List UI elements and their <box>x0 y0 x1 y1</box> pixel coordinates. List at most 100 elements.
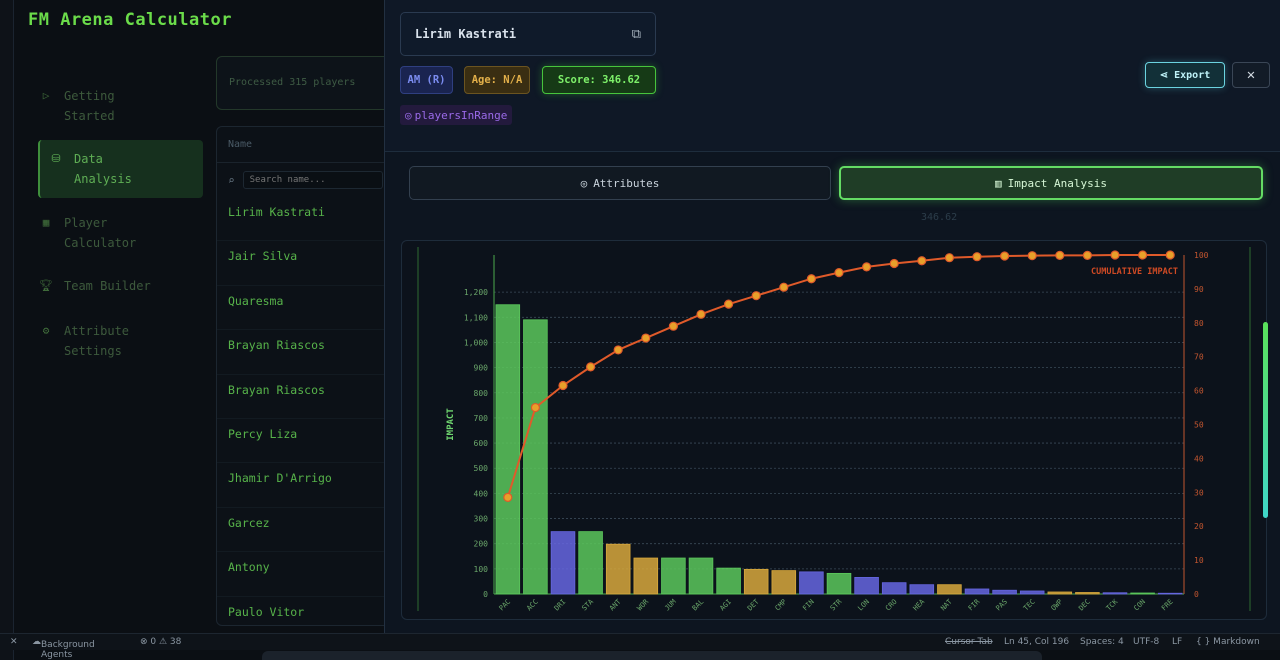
cumulative-point <box>668 321 678 331</box>
x-tick-label: HEA <box>912 597 927 612</box>
bar <box>743 568 769 595</box>
sidebar-item-label: Getting Started <box>64 89 115 123</box>
status-bar: ✕ ☁ Background Agents ⊗ 0 ⚠ 38 Cursor Ta… <box>0 633 1280 660</box>
y2-tick-label: 70 <box>1194 353 1204 362</box>
bar <box>688 557 714 595</box>
bar <box>495 304 521 595</box>
tab-label: Attributes <box>593 176 660 190</box>
bar <box>909 584 935 595</box>
ghost-score: 346.62 <box>921 212 958 223</box>
series-label: CUMULATIVE IMPACT <box>1091 267 1178 277</box>
sidebar-item-getting-started[interactable]: ▷ Getting Started <box>38 86 203 126</box>
y-tick-label: 0 <box>483 590 488 599</box>
gear-icon: ⚙ <box>42 324 50 337</box>
player-list: Name ⌕ Lirim Kastrati Jair Silva Quaresm… <box>216 126 396 626</box>
panel-header: Lirim Kastrati ⧉ AM (R) Age: N/A Score: … <box>385 0 1280 152</box>
list-item[interactable]: Jair Silva <box>217 241 395 286</box>
close-icon[interactable]: ✕ <box>10 637 18 647</box>
range-tag-label: playersInRange <box>414 108 508 122</box>
problems-count[interactable]: ⊗ 0 ⚠ 38 <box>140 637 182 647</box>
line-ending[interactable]: LF <box>1172 637 1183 647</box>
bar <box>1019 590 1045 595</box>
search-icon: ⌕ <box>228 173 235 187</box>
y-tick-label: 600 <box>474 439 489 448</box>
cumulative-point <box>530 402 540 413</box>
cumulative-point <box>558 380 568 391</box>
play-icon: ▷ <box>42 89 50 102</box>
list-item[interactable]: Quaresma <box>217 286 395 331</box>
list-item[interactable]: Lirim Kastrati <box>217 197 395 242</box>
search-row: ⌕ <box>217 163 395 197</box>
y-tick-label: 1,000 <box>464 338 488 347</box>
language-mode[interactable]: { } Markdown <box>1196 637 1260 647</box>
y2-tick-label: 80 <box>1194 319 1204 328</box>
target-icon: ◎ <box>580 176 588 190</box>
sidebar-item-label: Attribute Settings <box>64 324 130 358</box>
sidebar-item-team-builder[interactable]: 🏆︎ Team Builder <box>38 276 203 296</box>
cumulative-point <box>751 291 761 301</box>
y2-tick-label: 30 <box>1194 488 1204 497</box>
x-tick-label: ACC <box>525 598 540 613</box>
sidebar: ▷ Getting Started ⛁ Data Analysis ▦ Play… <box>16 40 203 630</box>
cursor-position[interactable]: Ln 45, Col 196 <box>1004 637 1070 647</box>
target-icon: ◎ <box>405 108 412 122</box>
bar <box>881 582 907 595</box>
bar <box>1102 592 1128 595</box>
indentation[interactable]: Spaces: 4 <box>1080 637 1124 647</box>
search-input[interactable] <box>242 171 383 189</box>
range-tag: ◎ playersInRange <box>400 105 513 125</box>
age-badge: Age: N/A <box>464 66 530 94</box>
x-tick-label: TCK <box>1105 597 1120 612</box>
position-badge: AM (R) <box>400 66 453 94</box>
x-tick-label: OWP <box>1050 598 1065 613</box>
close-button[interactable]: ✕ <box>1232 62 1270 88</box>
list-item[interactable]: Paulo Vitor <box>217 597 395 625</box>
export-label: Export <box>1174 69 1211 81</box>
cumulative-point <box>999 251 1010 261</box>
bar <box>550 531 576 595</box>
list-item[interactable]: Garcez <box>217 508 395 553</box>
copy-icon[interactable]: ⧉ <box>631 26 641 42</box>
x-tick-label: FRE <box>1160 598 1175 613</box>
bar <box>578 531 603 595</box>
x-tick-label: WOR <box>636 597 651 612</box>
tab-label: Impact Analysis <box>1007 176 1107 190</box>
cursor-tab[interactable]: Cursor Tab <box>945 637 993 647</box>
database-icon: ⛁ <box>51 152 61 165</box>
y-tick-label: 200 <box>474 540 489 549</box>
list-item[interactable]: Jhamir D'Arrigo <box>217 463 395 508</box>
list-item[interactable]: Antony <box>217 552 395 597</box>
tab-attributes[interactable]: ◎ Attributes <box>409 166 831 200</box>
x-tick-label: TEC <box>1022 598 1037 613</box>
bar <box>716 567 741 595</box>
y-tick-label: 1,100 <box>464 313 488 322</box>
cumulative-point <box>1082 250 1093 260</box>
sidebar-item-data-analysis[interactable]: ⛁ Data Analysis <box>38 140 203 198</box>
y-tick-label: 700 <box>474 414 489 423</box>
list-item[interactable]: Brayan Riascos <box>217 330 395 375</box>
encoding[interactable]: UTF-8 <box>1133 637 1160 647</box>
scrollbar[interactable] <box>1263 322 1268 518</box>
column-header-name[interactable]: Name <box>217 127 395 163</box>
y2-tick-label: 90 <box>1194 285 1204 294</box>
app-title: FM Arena Calculator <box>28 10 232 30</box>
cumulative-point <box>613 345 623 355</box>
bar <box>1157 592 1183 595</box>
background-agents[interactable]: ☁ Background Agents <box>32 637 95 660</box>
list-item[interactable]: Brayan Riascos <box>217 375 395 419</box>
list-item[interactable]: Percy Liza <box>217 419 395 464</box>
cumulative-point <box>503 492 513 502</box>
cumulative-point <box>1137 250 1148 260</box>
tab-impact-analysis[interactable]: ▥ Impact Analysis <box>839 166 1263 200</box>
cumulative-point <box>696 309 706 319</box>
sidebar-item-attribute-settings[interactable]: ⚙ Attribute Settings <box>38 321 203 361</box>
cumulative-point <box>834 268 844 278</box>
bar <box>633 557 659 595</box>
y-axis-label: IMPACT <box>446 408 456 441</box>
calculator-icon: ▦ <box>42 216 50 229</box>
y-tick-label: 300 <box>474 515 489 524</box>
player-name: Lirim Kastrati <box>415 27 517 41</box>
y-tick-label: 1,200 <box>464 288 488 297</box>
export-button[interactable]: ⋖ Export <box>1145 62 1225 88</box>
sidebar-item-player-calculator[interactable]: ▦ Player Calculator <box>38 213 203 253</box>
